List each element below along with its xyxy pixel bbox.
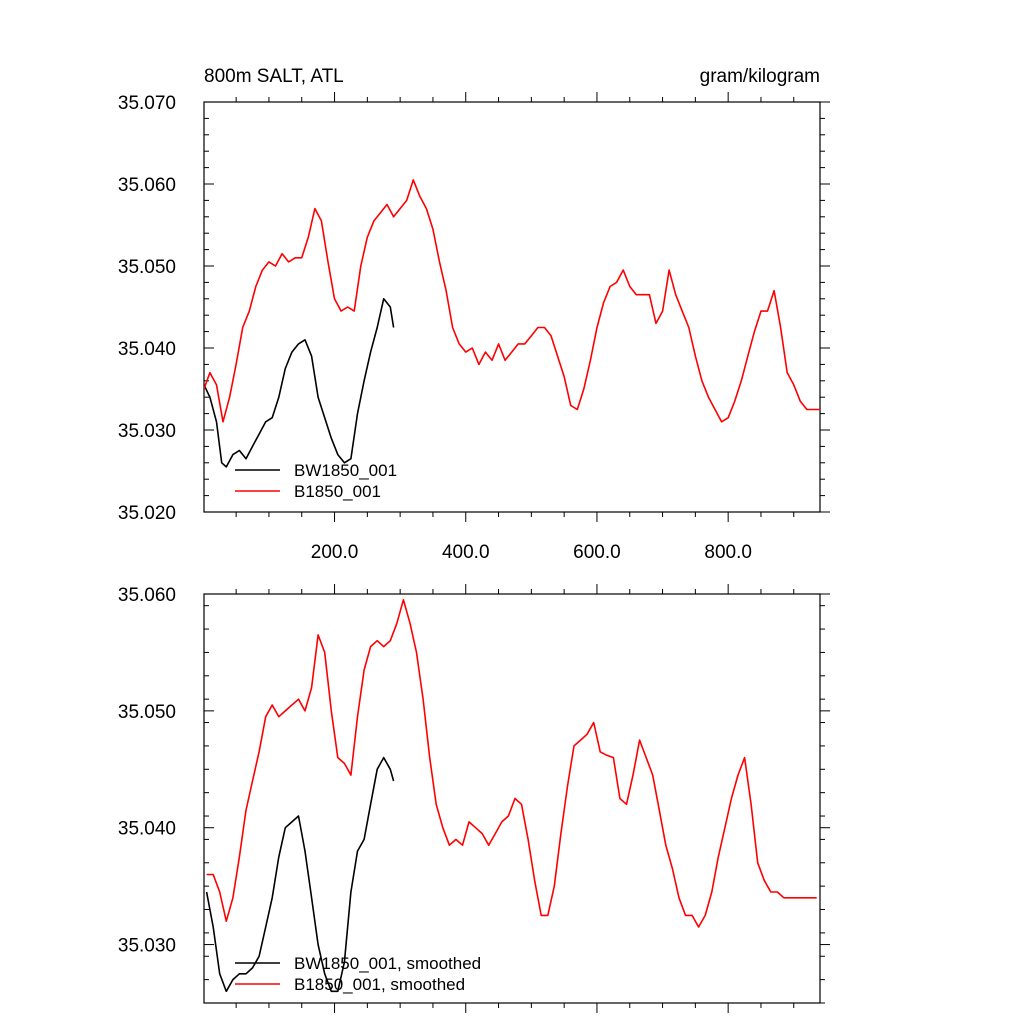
series-line-b1850 bbox=[204, 179, 820, 423]
plot-frame bbox=[203, 593, 821, 1004]
top-panel: 200.0 400.0 600.0 800.0 35.020 35.030 35.040 35… bbox=[118, 92, 830, 563]
units-label: gram/kilogram bbox=[700, 66, 820, 87]
y-tick-label: 35.020 bbox=[118, 503, 176, 524]
chart-title: 800m SALT, ATL bbox=[204, 66, 344, 87]
legend-label: BW1850_001, smoothed bbox=[294, 954, 481, 973]
series-line-b1850 bbox=[206, 599, 817, 928]
y-tick-label: 35.050 bbox=[118, 702, 176, 723]
bottom-panel: 35.030 35.040 35.050 35.060 BW1850_001, smoo… bbox=[118, 584, 830, 1013]
y-tick-label: 35.070 bbox=[118, 93, 176, 114]
y-tick-label: 35.030 bbox=[118, 421, 176, 442]
plot-frame bbox=[203, 101, 821, 513]
x-tick-label: 400.0 bbox=[442, 542, 490, 563]
y-tick-label: 35.050 bbox=[118, 257, 176, 278]
series-line-bw1850 bbox=[204, 298, 395, 468]
y-tick-label: 35.040 bbox=[118, 819, 176, 840]
x-tick-label: 200.0 bbox=[311, 542, 359, 563]
y-tick-label: 35.040 bbox=[118, 339, 176, 360]
x-tick-label: 600.0 bbox=[573, 542, 621, 563]
y-tick-label: 35.060 bbox=[118, 175, 176, 196]
legend-label: B1850_001 bbox=[294, 482, 381, 501]
legend-label: B1850_001, smoothed bbox=[294, 975, 465, 994]
x-tick-label: 800.0 bbox=[704, 542, 752, 563]
y-tick-label: 35.060 bbox=[118, 585, 176, 606]
y-tick-label: 35.030 bbox=[118, 936, 176, 957]
legend-label: BW1850_001 bbox=[294, 461, 397, 480]
series-line-bw1850 bbox=[205, 756, 395, 993]
